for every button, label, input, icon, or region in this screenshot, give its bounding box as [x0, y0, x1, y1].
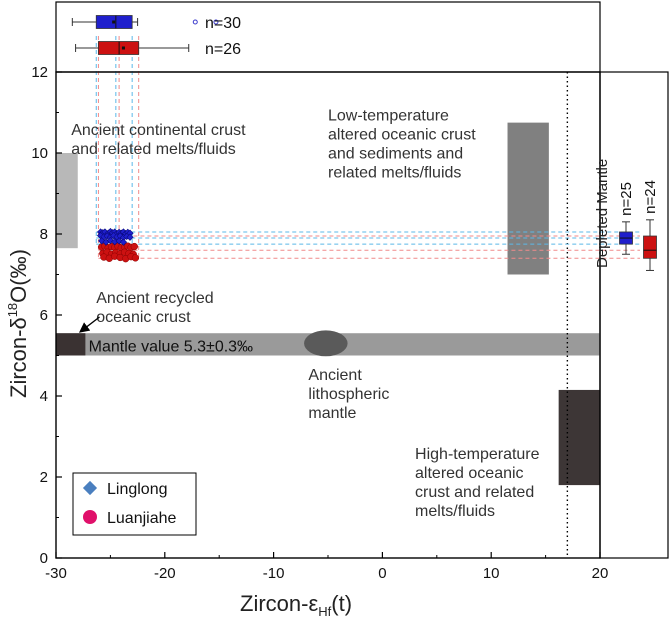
field-high-temp-crust — [558, 389, 600, 486]
depleted-mantle-label: Depleted Mantle — [594, 159, 611, 268]
right-box-luanjiahe — [643, 235, 657, 259]
x-axis-title: Zircon-εHf(t) — [240, 591, 352, 618]
x-tick-label: -30 — [45, 565, 67, 582]
y-tick-label: 0 — [40, 550, 48, 567]
legend: Linglong Luanjiahe — [72, 472, 197, 536]
legend-label-luanjiahe: Luanjiahe — [107, 510, 177, 527]
top-n-label-linglong: n=30 — [205, 15, 241, 32]
y-tick-label: 10 — [31, 145, 48, 162]
annotation-mantle-value: Mantle value 5.3±0.3‰ — [89, 338, 253, 355]
y-tick-label: 4 — [40, 388, 48, 405]
plot-area: Ancient continental crust and related mel… — [56, 36, 640, 558]
data-point — [126, 233, 134, 241]
legend-marker-luanjiahe — [83, 510, 97, 524]
axes: -30 -20 -10 0 10 20 0 2 4 6 8 10 12 — [31, 64, 608, 582]
field-lithospheric-mantle — [304, 330, 348, 357]
data-point — [130, 242, 138, 251]
right-n-label-linglong: n=25 — [618, 182, 635, 216]
y-tick-label: 12 — [31, 64, 48, 81]
points-luanjiahe — [98, 242, 140, 263]
field-low-temp-crust — [507, 122, 549, 275]
top-mean-luanjiahe — [121, 46, 125, 50]
field-recycled-crust — [56, 333, 86, 356]
top-mean-linglong — [112, 20, 116, 24]
x-tick-label: -10 — [263, 565, 285, 582]
legend-label-linglong: Linglong — [107, 481, 168, 498]
top-n-label-luanjiahe: n=26 — [205, 41, 241, 58]
data-point — [106, 236, 115, 245]
annotation-continental: Ancient continental crust and related mel… — [71, 122, 246, 158]
data-point — [115, 237, 123, 245]
marginal-boxplots: n=30 n=25 n=26 n=24 — [71, 15, 659, 271]
legend-box — [72, 472, 197, 536]
annotation-lithospheric: Ancient lithospheric mantle — [308, 367, 389, 422]
y-tick-label: 8 — [40, 226, 48, 243]
data-point — [131, 254, 140, 262]
legend-marker-linglong — [82, 480, 98, 496]
x-tick-label: 10 — [483, 565, 500, 582]
right-histogram-frame — [599, 71, 669, 559]
top-histogram-frame — [55, 1, 601, 73]
x-tick-label: 0 — [378, 565, 386, 582]
data-point — [119, 238, 128, 246]
y-tick-label: 2 — [40, 469, 48, 486]
annotation-low-temp: Low-temperature altered oceanic crust and … — [328, 108, 476, 182]
top-outlier-linglong — [213, 19, 219, 25]
y-tick-label: 6 — [40, 307, 48, 324]
right-n-label-luanjiahe: n=24 — [642, 180, 659, 214]
top-outlier-linglong — [192, 19, 198, 25]
x-tick-label: 20 — [592, 565, 609, 582]
y-axis-title: Zircon-δ18O(‰) — [5, 249, 31, 398]
annotation-high-temp: High-temperature altered oceanic crust and… — [415, 446, 540, 520]
field-continental-crust — [56, 153, 78, 249]
x-tick-label: -20 — [154, 565, 176, 582]
annotation-recycled: Ancient recycled oceanic crust — [96, 290, 213, 326]
points-linglong — [96, 227, 134, 246]
top-box-luanjiahe — [98, 41, 140, 55]
recycled-arrow — [78, 316, 100, 333]
